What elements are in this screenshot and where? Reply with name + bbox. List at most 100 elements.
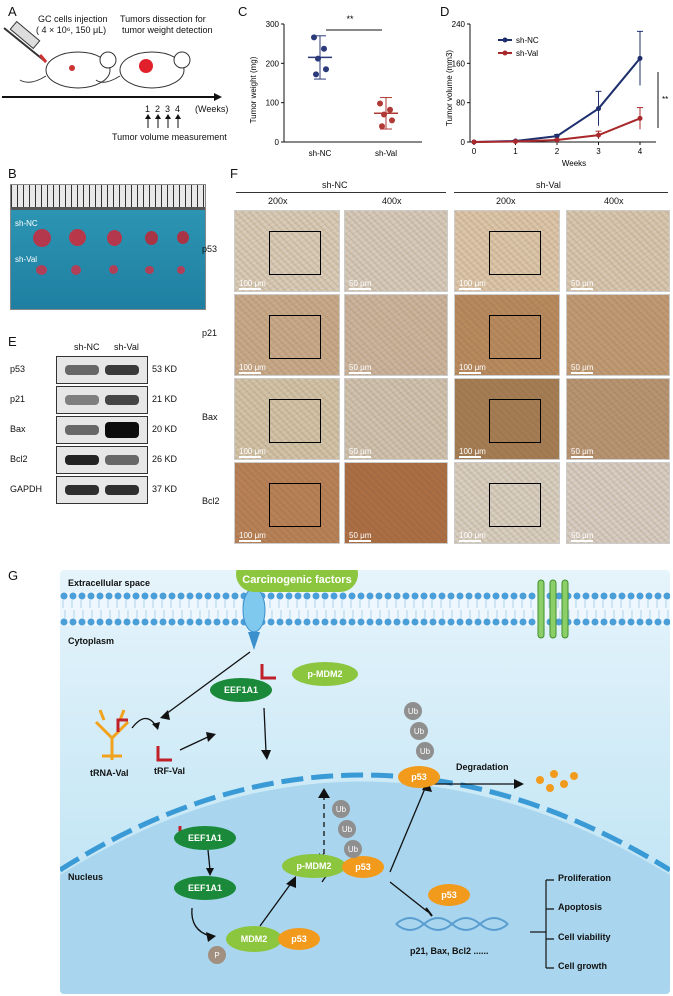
tumor-sh-val-3	[109, 265, 118, 274]
ihc-image: 50 μm	[344, 462, 448, 544]
x-tick-label: 1	[513, 147, 518, 156]
scale-bar	[349, 456, 371, 458]
tumor-sh-val-1	[36, 265, 47, 275]
data-point	[513, 139, 518, 145]
panel-label-b: B	[8, 166, 17, 181]
wb-band-sh-nc	[65, 455, 99, 465]
ubiquitin: Ub	[404, 702, 422, 720]
outcome-cell-viability: Cell viability	[558, 932, 611, 942]
panel-label-f: F	[230, 166, 238, 181]
ihc-panel: sh-NC sh-Val 200x 400x 200x 400x p53 100 …	[202, 176, 673, 548]
weeks-label: (Weeks)	[195, 104, 229, 114]
wb-protein-label: GAPDH	[10, 484, 43, 494]
tumor-sh-nc-1	[33, 229, 51, 247]
y-axis-label: Tumor weight (mg)	[249, 56, 258, 123]
scale-bar-label: 100 μm	[459, 279, 486, 288]
wb-band-sh-nc	[65, 485, 99, 495]
scale-bar-label: 50 μm	[571, 279, 594, 288]
photo-label-sh-val: sh-Val	[15, 255, 38, 264]
photo-label-sh-nc: sh-NC	[15, 219, 38, 228]
scale-bar	[239, 288, 261, 290]
wb-row: Bcl2 26 KD	[4, 446, 224, 474]
tick-4: 4	[175, 104, 181, 114]
ihc-image: 100 μm	[234, 378, 340, 460]
data-point	[313, 71, 319, 78]
transmembrane-protein-icon	[537, 579, 569, 639]
wb-kd-label: 21 KD	[152, 394, 178, 404]
eef1a1-nucleus: EEF1A1	[174, 876, 236, 900]
wb-kd-label: 26 KD	[152, 454, 178, 464]
wb-row: p53 53 KD	[4, 356, 224, 384]
scale-bar-label: 50 μm	[571, 531, 594, 540]
p53-dna-bound: p53	[428, 884, 470, 906]
tumor-sh-val-4	[145, 266, 154, 274]
carcinogenic-factors: Carcinogenic factors	[236, 570, 358, 592]
scale-bar-label: 100 μm	[239, 447, 266, 456]
zoom-region-box	[489, 483, 541, 527]
mouse-with-tumor-icon	[95, 51, 191, 89]
x-tick-label: 3	[596, 147, 601, 156]
mag-400x-val: 400x	[604, 196, 624, 206]
scale-bar	[459, 372, 481, 374]
ihc-image: 100 μm	[234, 462, 340, 544]
zoom-region-box	[489, 399, 541, 443]
data-point	[596, 106, 601, 112]
panel-label-d: D	[440, 4, 450, 19]
tick-1: 1	[145, 104, 151, 114]
mouse-icon	[19, 51, 117, 89]
tumor-sh-val-2	[71, 265, 81, 275]
ihc-image: 100 μm	[454, 210, 560, 292]
zoom-region-box	[489, 231, 541, 275]
degraded-p53-fragments	[536, 770, 578, 792]
scale-bar-label: 100 μm	[239, 531, 266, 540]
data-point	[377, 100, 383, 107]
panel-label-g: G	[8, 568, 19, 583]
wb-protein-label: Bax	[10, 424, 26, 434]
zoom-region-box	[269, 315, 321, 359]
scale-bar	[349, 372, 371, 374]
y-tick-label: 200	[266, 59, 280, 68]
data-point	[471, 139, 477, 145]
ihc-group-sh-nc: sh-NC	[322, 180, 348, 190]
scale-bar-label: 100 μm	[239, 363, 266, 372]
mdm2: MDM2	[226, 926, 282, 952]
scale-bar	[239, 372, 261, 374]
wb-kd-label: 20 KD	[152, 424, 178, 434]
y-tick-label: 240	[452, 20, 466, 29]
data-point	[554, 133, 560, 139]
tumor-sh-nc-3	[107, 230, 122, 246]
ihc-image: 50 μm	[566, 294, 670, 376]
panel-label-a: A	[8, 4, 17, 19]
tumor-sh-val-5	[177, 266, 185, 274]
ubiquitin: Ub	[416, 742, 434, 760]
x-tick-label: 4	[638, 147, 643, 156]
mag-200x-nc: 200x	[268, 196, 288, 206]
scale-bar-label: 50 μm	[349, 531, 372, 540]
tumor-sh-nc-5	[177, 231, 189, 244]
p-mdm2-nucleus: p-MDM2	[282, 854, 346, 878]
y-axis-label: Tumor volume (mm3)	[445, 50, 454, 126]
western-blot: sh-NC sh-Val p53 53 KD p21 21 KD Bax 20 KD…	[4, 340, 224, 510]
eef1a1-nucleus-bound: EEF1A1	[174, 826, 236, 850]
injection-dose: ( 4 × 10⁶, 150 μL)	[36, 25, 107, 35]
outcome-apoptosis: Apoptosis	[558, 902, 602, 912]
tumor-sh-nc-4	[145, 231, 158, 245]
ihc-image: 50 μm	[566, 462, 670, 544]
scale-bar	[571, 456, 593, 458]
trf-label: tRF-Val	[154, 766, 186, 776]
scale-bar	[349, 540, 371, 542]
zoom-region-box	[489, 315, 541, 359]
tumor-sh-nc-2	[69, 229, 86, 246]
legend: sh-NC sh-Val	[498, 36, 539, 58]
wb-band-sh-val	[105, 455, 139, 465]
ihc-image: 50 μm	[344, 378, 448, 460]
scale-bar	[571, 288, 593, 290]
ubiquitin: Ub	[410, 722, 428, 740]
degradation-label: Degradation	[456, 762, 509, 772]
scale-bar	[239, 540, 261, 542]
experiment-timeline-diagram	[2, 20, 222, 128]
wb-row: Bax 20 KD	[4, 416, 224, 444]
syringe-icon	[3, 20, 48, 63]
trna-label: tRNA-Val	[90, 768, 129, 778]
wb-row: GAPDH 37 KD	[4, 476, 224, 504]
